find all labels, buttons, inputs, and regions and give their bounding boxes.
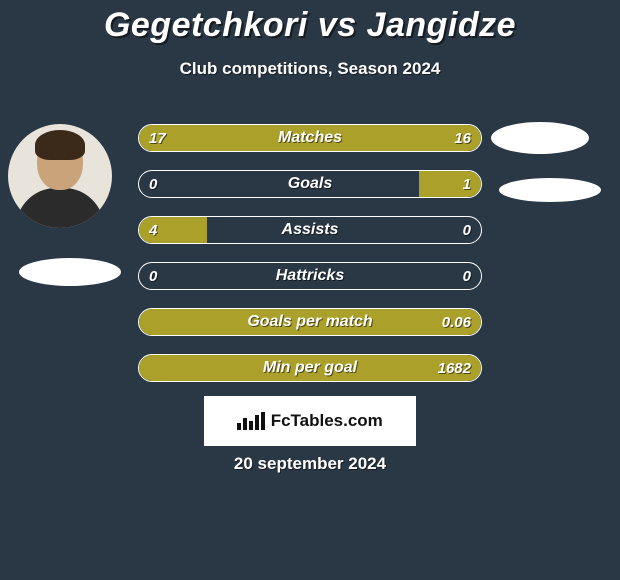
- stat-row: 1716Matches: [138, 124, 482, 152]
- player2-avatar-placeholder: [491, 122, 589, 154]
- player1-avatar: [8, 124, 112, 228]
- stat-row: 1682Min per goal: [138, 354, 482, 382]
- stat-label: Goals: [139, 171, 481, 197]
- stat-label: Matches: [139, 125, 481, 151]
- stat-label: Hattricks: [139, 263, 481, 289]
- player1-name-pill: [19, 258, 121, 286]
- footer-date: 20 september 2024: [0, 454, 620, 474]
- player2-name-pill: [499, 178, 601, 202]
- comparison-bars: 1716Matches 01Goals 40Assists 00Hattricks 0.…: [138, 124, 482, 400]
- bar-chart-icon: [237, 412, 265, 430]
- fctables-logo: FcTables.com: [204, 396, 416, 446]
- stat-row: 01Goals: [138, 170, 482, 198]
- page-subtitle: Club competitions, Season 2024: [0, 59, 620, 79]
- stat-label: Min per goal: [139, 355, 481, 381]
- stat-row: 40Assists: [138, 216, 482, 244]
- logo-label: FcTables.com: [271, 411, 383, 431]
- stat-label: Assists: [139, 217, 481, 243]
- page-title: Gegetchkori vs Jangidze: [0, 0, 620, 45]
- stat-label: Goals per match: [139, 309, 481, 335]
- stat-row: 0.06Goals per match: [138, 308, 482, 336]
- stat-row: 00Hattricks: [138, 262, 482, 290]
